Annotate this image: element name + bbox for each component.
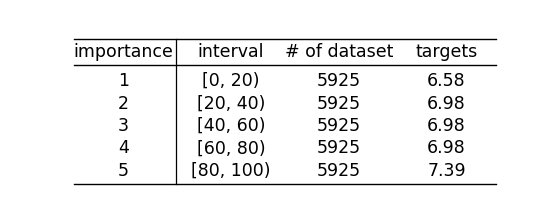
Text: 5925: 5925 [317, 95, 361, 113]
Text: 5925: 5925 [317, 117, 361, 135]
Text: importance: importance [73, 43, 173, 61]
Text: 6.98: 6.98 [427, 95, 466, 113]
Text: 4: 4 [118, 140, 129, 157]
Text: 3: 3 [118, 117, 129, 135]
Text: 5: 5 [118, 162, 129, 180]
Text: [20, 40): [20, 40) [197, 95, 265, 113]
Text: 6.98: 6.98 [427, 140, 466, 157]
Text: 1: 1 [118, 72, 129, 90]
Text: 5925: 5925 [317, 140, 361, 157]
Text: targets: targets [415, 43, 478, 61]
Text: 7.39: 7.39 [427, 162, 466, 180]
Text: 5925: 5925 [317, 72, 361, 90]
Text: interval: interval [198, 43, 264, 61]
Text: [0, 20): [0, 20) [202, 72, 260, 90]
Text: [40, 60): [40, 60) [197, 117, 265, 135]
Text: 2: 2 [118, 95, 129, 113]
Text: 6.98: 6.98 [427, 117, 466, 135]
Text: # of dataset: # of dataset [285, 43, 393, 61]
Text: 5925: 5925 [317, 162, 361, 180]
Text: 6.58: 6.58 [427, 72, 466, 90]
Text: [60, 80): [60, 80) [197, 140, 265, 157]
Text: [80, 100): [80, 100) [191, 162, 271, 180]
